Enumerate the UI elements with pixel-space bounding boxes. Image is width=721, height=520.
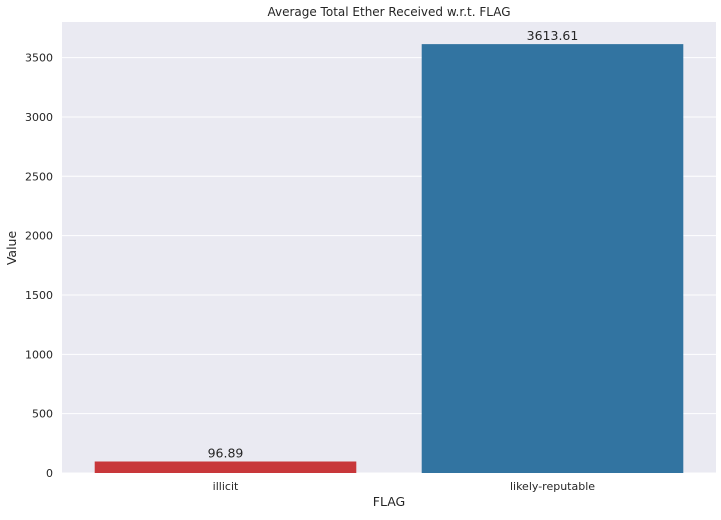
x-tick-label: illicit (213, 480, 239, 493)
y-tick-label: 2500 (25, 170, 53, 183)
bar-value-label: 96.89 (208, 446, 244, 461)
y-tick-label: 1500 (25, 289, 53, 302)
chart-title: Average Total Ether Received w.r.t. FLAG (267, 5, 510, 19)
y-tick-label: 3000 (25, 111, 53, 124)
bar-value-label: 3613.61 (527, 28, 579, 43)
y-tick-label: 2000 (25, 230, 53, 243)
x-tick-label: likely-reputable (510, 480, 595, 493)
y-axis-ticks: 0 500 1000 1500 2000 2500 3000 3500 (25, 52, 53, 480)
y-tick-label: 3500 (25, 52, 53, 65)
y-tick-label: 0 (46, 467, 53, 480)
bar-likely-reputable (421, 44, 684, 473)
y-axis-label: Value (4, 231, 19, 266)
y-tick-label: 500 (32, 408, 53, 421)
data-labels: 96.89 3613.61 (208, 28, 579, 460)
x-axis-ticks: illicit likely-reputable (213, 480, 596, 493)
x-axis-label: FLAG (373, 494, 405, 509)
bar-illicit (94, 461, 357, 473)
y-tick-label: 1000 (25, 348, 53, 361)
bars (94, 44, 684, 473)
